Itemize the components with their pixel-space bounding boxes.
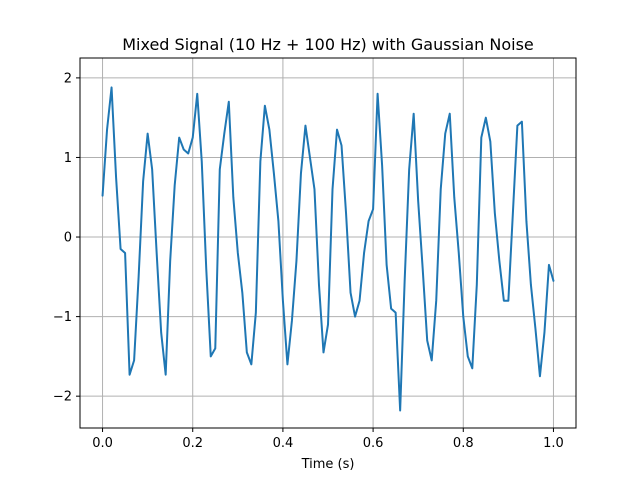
y-tick-label: −1 — [53, 310, 72, 325]
x-tick-label: 0.8 — [453, 436, 474, 451]
x-tick-label: 1.0 — [543, 436, 564, 451]
y-tick-label: 1 — [64, 151, 72, 166]
y-tick-label: −2 — [53, 390, 72, 405]
x-axis-ticks: 0.0 0.2 0.4 0.6 0.8 1.0 — [92, 428, 564, 451]
x-tick-label: 0.6 — [363, 436, 384, 451]
x-tick-label: 0.0 — [92, 436, 113, 451]
x-axis-label: Time (s) — [301, 457, 355, 472]
y-tick-label: 0 — [64, 231, 72, 246]
chart-title: Mixed Signal (10 Hz + 100 Hz) with Gauss… — [122, 35, 534, 54]
y-axis-ticks: −2 −1 0 1 2 — [53, 71, 80, 405]
signal-line — [101, 86, 555, 412]
x-tick-label: 0.2 — [182, 436, 203, 451]
x-tick-label: 0.4 — [273, 436, 294, 451]
series-layer — [101, 86, 555, 412]
grid-lines — [80, 58, 576, 428]
plot-frame — [79, 57, 577, 429]
y-tick-label: 2 — [64, 71, 72, 86]
